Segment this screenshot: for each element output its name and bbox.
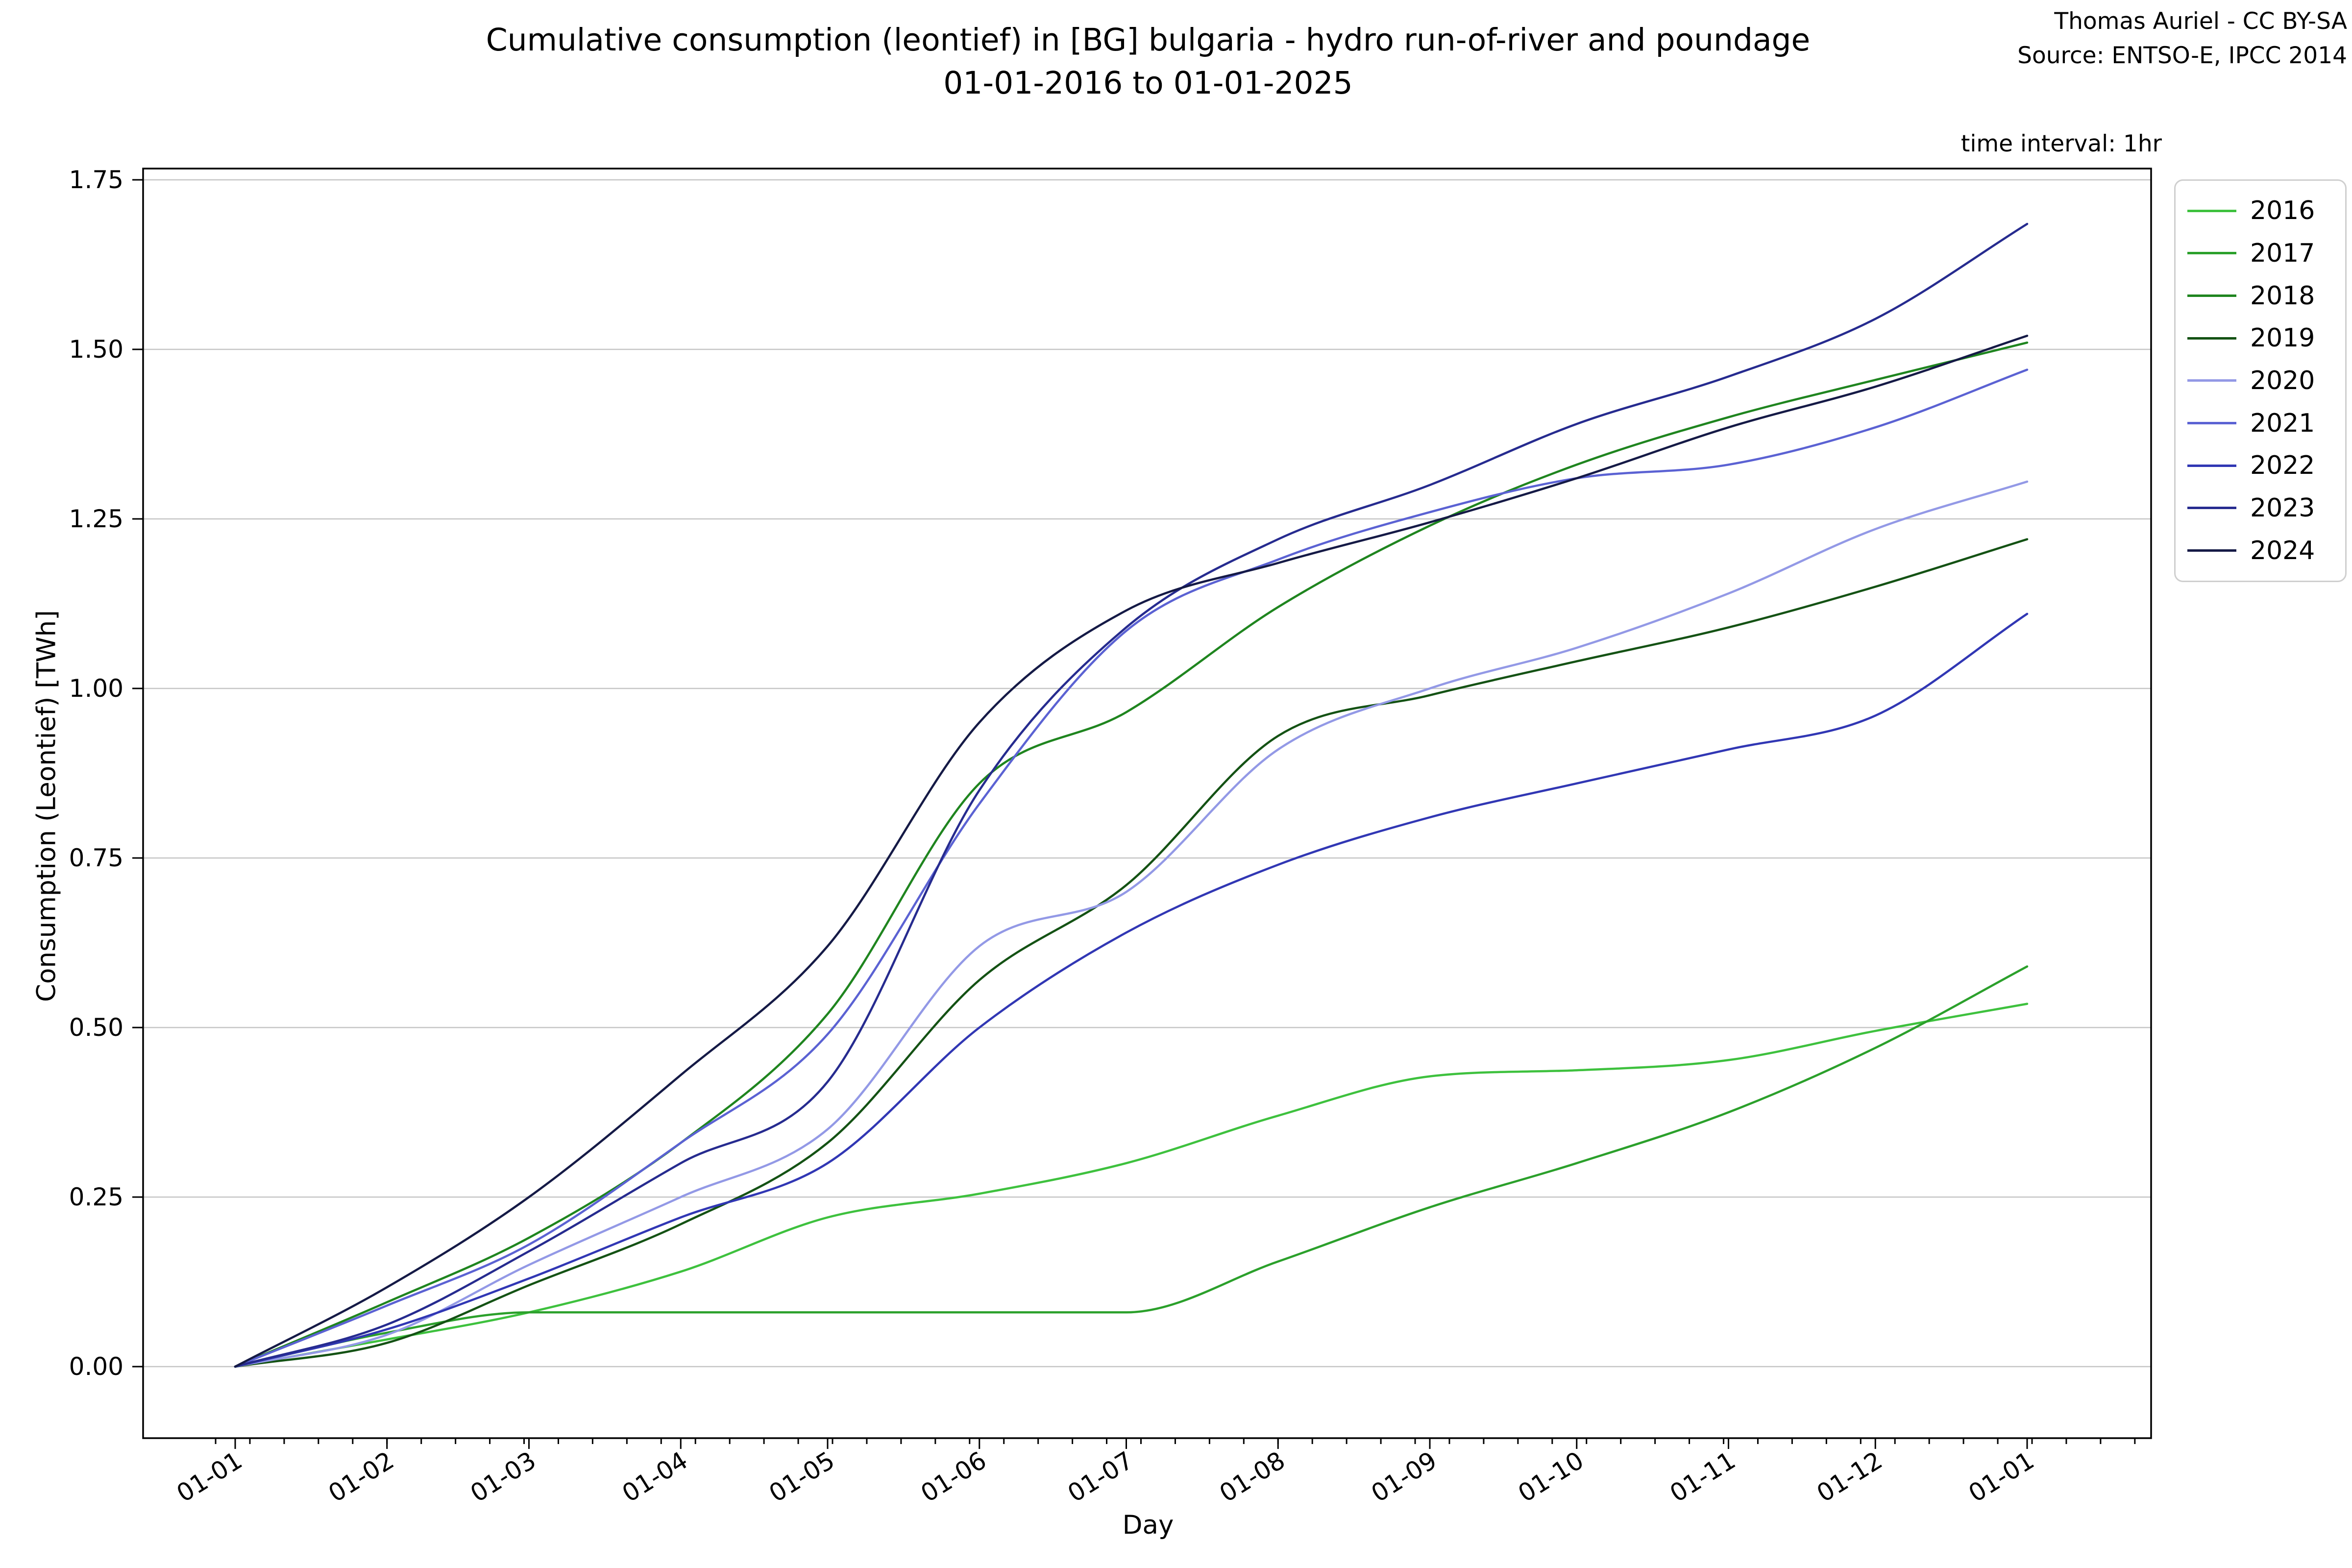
x-axis-label: Day: [1122, 1510, 1174, 1540]
y-tick-label: 0.25: [69, 1183, 123, 1211]
x-tick-label: 01-02: [323, 1446, 399, 1508]
y-axis-ticks: 0.00 0.25 0.50 0.75 1.00 1.25 1.50 1.75: [69, 166, 143, 1381]
x-tick-label: 01-01: [1963, 1446, 2039, 1508]
legend-label: 2021: [2250, 408, 2315, 438]
gridlines: [143, 179, 2151, 1368]
legend: 2016 2017 2018 2019 2020 2021 2022 2023 2024: [2174, 179, 2347, 582]
legend-line-swatch: [2187, 209, 2236, 212]
legend-label: 2023: [2250, 493, 2315, 523]
plot-frame: [142, 168, 2152, 1439]
x-tick-label: 01-12: [1812, 1446, 1887, 1508]
series-line-2022: [234, 612, 2029, 1368]
x-tick-label: 01-01: [172, 1446, 247, 1508]
legend-label: 2017: [2250, 238, 2315, 268]
legend-line-swatch: [2187, 337, 2236, 340]
x-tick-label: 01-09: [1366, 1446, 1442, 1508]
x-tick-label: 01-05: [764, 1446, 839, 1508]
x-tick-label: 01-06: [916, 1446, 991, 1508]
legend-label: 2019: [2250, 323, 2315, 353]
y-tick-label: 1.75: [69, 166, 123, 194]
legend-item-2021: 2021: [2187, 409, 2345, 438]
x-tick-label: 01-10: [1513, 1446, 1589, 1508]
x-tick-label: 01-04: [617, 1446, 693, 1508]
chart-title-line1: Cumulative consumption (leontief) in [BG…: [486, 22, 1811, 58]
y-tick-label: 1.50: [69, 335, 123, 364]
legend-label: 2020: [2250, 366, 2315, 395]
series-line-2020: [234, 480, 2029, 1368]
series-line-2017: [234, 965, 2029, 1368]
chart-title-line2: 01-01-2016 to 01-01-2025: [943, 65, 1353, 101]
legend-line-swatch: [2187, 422, 2236, 425]
x-tick-label: 01-08: [1215, 1446, 1290, 1508]
series-line-2024: [234, 335, 2029, 1368]
y-tick-label: 1.00: [69, 674, 123, 703]
legend-line-swatch: [2187, 464, 2236, 467]
series-line-2023: [234, 222, 2029, 1368]
time-interval-note: time interval: 1hr: [1960, 130, 2162, 157]
legend-item-2024: 2024: [2187, 536, 2345, 565]
y-tick-label: 1.25: [69, 505, 123, 533]
legend-label: 2016: [2250, 196, 2315, 226]
y-tick-label: 0.50: [69, 1013, 123, 1042]
legend-label: 2018: [2250, 281, 2315, 311]
y-tick-label: 0.75: [69, 844, 123, 872]
legend-line-swatch: [2187, 294, 2236, 297]
series-line-2019: [234, 538, 2029, 1368]
source-text: Source: ENTSO-E, IPCC 2014: [2017, 42, 2347, 69]
credit-text: Thomas Auriel - CC BY-SA: [2054, 8, 2347, 35]
legend-item-2017: 2017: [2187, 239, 2345, 268]
legend-label: 2024: [2250, 536, 2315, 565]
legend-item-2019: 2019: [2187, 323, 2345, 353]
legend-label: 2022: [2250, 451, 2315, 481]
x-tick-label: 01-07: [1063, 1446, 1138, 1508]
legend-line-swatch: [2187, 507, 2236, 510]
y-tick-label: 0.00: [69, 1352, 123, 1381]
legend-item-2018: 2018: [2187, 281, 2345, 311]
series-lines: [234, 222, 2029, 1368]
x-tick-label: 01-11: [1665, 1446, 1740, 1508]
legend-line-swatch: [2187, 379, 2236, 382]
series-line-2018: [234, 341, 2029, 1368]
legend-line-swatch: [2187, 549, 2236, 552]
legend-item-2016: 2016: [2187, 196, 2345, 225]
legend-item-2020: 2020: [2187, 366, 2345, 395]
legend-item-2022: 2022: [2187, 451, 2345, 480]
legend-line-swatch: [2187, 252, 2236, 255]
x-axis-ticks: 01-01 01-02 01-03 01-04 01-05 01-06 01-07 01-08…: [172, 1438, 2136, 1508]
x-tick-label: 01-03: [466, 1446, 541, 1508]
legend-item-2023: 2023: [2187, 493, 2345, 523]
series-line-2021: [234, 368, 2029, 1368]
